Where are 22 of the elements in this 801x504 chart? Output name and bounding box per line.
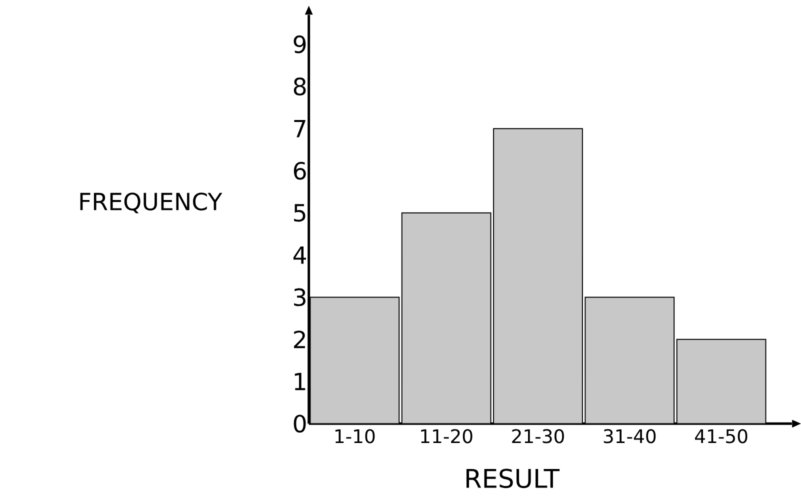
bar — [676, 338, 766, 424]
bar — [493, 128, 583, 424]
bar — [310, 296, 400, 424]
y-tick-label: 0 — [294, 414, 306, 433]
x-tick-label: 1-10 — [335, 429, 375, 444]
y-tick-label: 5 — [294, 204, 306, 222]
y-tick-label: 4 — [293, 246, 306, 264]
x-tick-label: 31-40 — [604, 429, 656, 444]
y-tick-label: 9 — [294, 35, 306, 54]
x-tick-label: 41-50 — [695, 429, 748, 444]
x-tick-label: 11-20 — [421, 429, 472, 444]
bar — [584, 296, 675, 424]
y-tick-label: 7 — [294, 120, 306, 138]
x-tick-label: 21-30 — [512, 429, 564, 444]
y-tick-label: 3 — [294, 288, 306, 306]
y-tick-label: 8 — [294, 78, 306, 96]
bar — [401, 212, 492, 424]
y-axis-title: FREQUENCY — [80, 192, 222, 214]
y-tick-label: 1 — [294, 372, 306, 390]
y-tick-label: 6 — [294, 162, 306, 180]
y-tick-label: 2 — [294, 330, 305, 348]
x-axis-title: RESULT — [466, 468, 560, 488]
